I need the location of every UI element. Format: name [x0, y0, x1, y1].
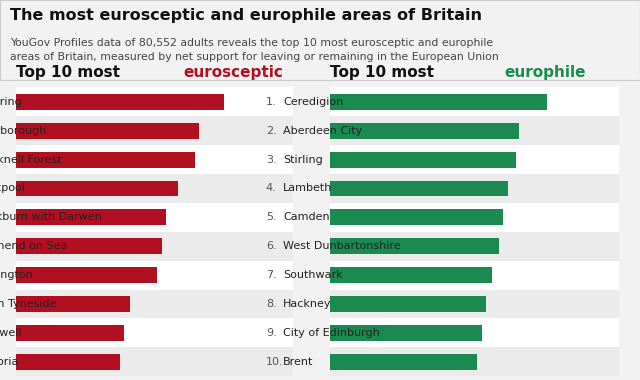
Text: europhile: europhile [505, 65, 586, 80]
Text: 8.: 8. [266, 299, 276, 309]
Text: Top 10 most: Top 10 most [330, 65, 439, 80]
Text: Hackney: Hackney [284, 299, 332, 309]
Bar [40, 87, 619, 116]
Bar [40, 347, 619, 376]
Bar [0, 87, 293, 116]
Text: Aberdeen City: Aberdeen City [284, 126, 362, 136]
Text: 6.: 6. [266, 241, 276, 251]
Bar [16, 267, 157, 283]
Text: 2.: 2. [266, 126, 276, 136]
Text: Lambeth: Lambeth [284, 184, 333, 193]
Bar [40, 116, 619, 145]
Bar [16, 180, 179, 196]
Bar [40, 318, 619, 347]
Text: Top 10 most: Top 10 most [16, 65, 125, 80]
Bar [330, 123, 518, 139]
Bar [16, 325, 124, 341]
Bar [330, 94, 547, 110]
Text: Peterborough: Peterborough [0, 126, 47, 136]
Bar [40, 261, 619, 290]
Bar [40, 203, 619, 232]
Text: Cumbria: Cumbria [0, 357, 19, 367]
Text: 9.: 9. [266, 328, 276, 338]
Text: Blackburn with Darwen: Blackburn with Darwen [0, 212, 101, 222]
Bar [330, 152, 516, 168]
Text: 3.: 3. [266, 155, 276, 165]
Text: Blackpool: Blackpool [0, 184, 26, 193]
Text: Havering: Havering [0, 97, 22, 107]
Bar [330, 267, 492, 283]
Bar [330, 180, 508, 196]
Bar [0, 203, 293, 232]
Text: West Dunbartonshire: West Dunbartonshire [284, 241, 401, 251]
Text: 5.: 5. [266, 212, 276, 222]
Text: Southend on Sea: Southend on Sea [0, 241, 67, 251]
Text: Bracknell Forest: Bracknell Forest [0, 155, 61, 165]
Bar [40, 290, 619, 318]
Bar [0, 116, 293, 145]
Text: eurosceptic: eurosceptic [184, 65, 284, 80]
Text: City of Edinburgh: City of Edinburgh [284, 328, 380, 338]
Bar [0, 145, 293, 174]
Text: Sandwell: Sandwell [0, 328, 22, 338]
Bar [16, 123, 199, 139]
Text: Southwark: Southwark [284, 270, 343, 280]
Text: 10.: 10. [266, 357, 284, 367]
Text: 1.: 1. [266, 97, 276, 107]
Bar [16, 296, 131, 312]
Text: YouGov Profiles data of 80,552 adults reveals the top 10 most eurosceptic and eu: YouGov Profiles data of 80,552 adults re… [10, 38, 499, 62]
Text: Ceredigion: Ceredigion [284, 97, 344, 107]
Bar [16, 152, 195, 168]
Bar [16, 209, 166, 225]
Bar [330, 325, 482, 341]
Bar [0, 261, 293, 290]
Bar [330, 296, 486, 312]
Text: 4.: 4. [266, 184, 276, 193]
Bar [330, 354, 477, 370]
Text: Camden: Camden [284, 212, 330, 222]
Text: The most eurosceptic and europhile areas of Britain: The most eurosceptic and europhile areas… [10, 8, 482, 23]
Bar [0, 347, 293, 376]
Bar [330, 209, 503, 225]
Bar [16, 238, 162, 254]
Bar [0, 290, 293, 318]
Bar [330, 238, 499, 254]
Text: Warrington: Warrington [0, 270, 33, 280]
Text: Stirling: Stirling [284, 155, 323, 165]
Bar [40, 232, 619, 261]
Bar [16, 94, 224, 110]
Bar [0, 232, 293, 261]
Bar [40, 145, 619, 174]
Bar [40, 174, 619, 203]
Bar [0, 174, 293, 203]
Bar [0, 318, 293, 347]
Text: South Tyneside: South Tyneside [0, 299, 56, 309]
Text: Brent: Brent [284, 357, 314, 367]
Bar [16, 354, 120, 370]
Text: 7.: 7. [266, 270, 276, 280]
